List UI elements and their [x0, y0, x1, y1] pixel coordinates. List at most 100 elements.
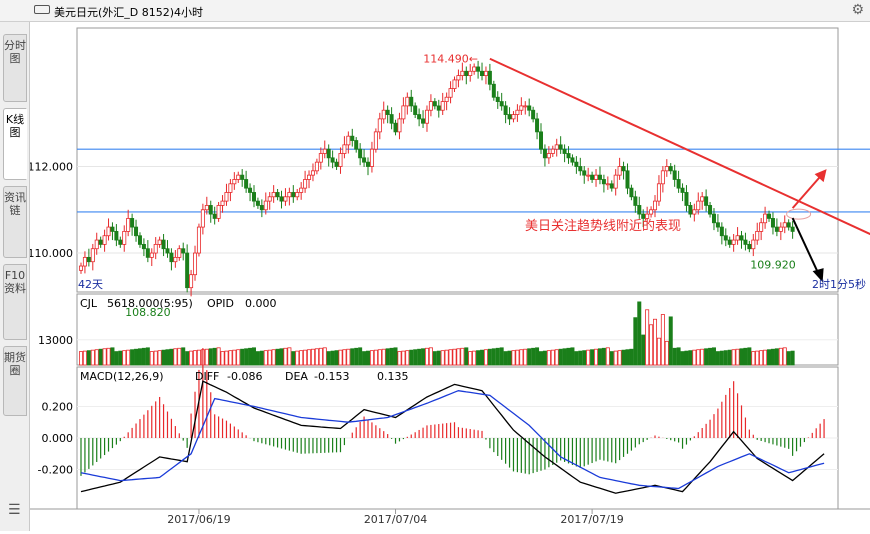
dea-line — [80, 390, 825, 490]
volume-bar — [660, 314, 665, 366]
volume-bar — [279, 348, 284, 366]
candle — [228, 183, 233, 193]
volume-bar — [417, 348, 422, 366]
hamburger-icon[interactable]: ☰ — [8, 502, 21, 518]
volume-bar — [535, 347, 540, 366]
candle — [767, 213, 772, 219]
candle — [656, 183, 661, 202]
candle — [126, 218, 131, 232]
candle — [232, 179, 237, 185]
candle — [723, 235, 728, 241]
candle — [189, 274, 194, 289]
candle — [106, 226, 111, 237]
candle — [204, 205, 209, 211]
candle — [358, 148, 363, 159]
candle — [263, 200, 268, 211]
candle — [342, 144, 347, 154]
volume-bar — [196, 349, 201, 366]
candle — [586, 174, 591, 177]
volume-bar — [436, 350, 441, 366]
candle — [350, 135, 355, 141]
candle — [546, 153, 551, 159]
volume-bar — [204, 348, 209, 366]
volume-bar — [480, 349, 485, 366]
tab-intraday[interactable]: 分时图 — [3, 34, 27, 102]
candle — [507, 114, 512, 120]
candle — [385, 109, 390, 115]
candle — [684, 192, 689, 206]
trend-line — [489, 57, 870, 236]
macd-tick-label: 0.200 — [42, 400, 74, 413]
note-text: 美日关注趋势线附近的表现 — [525, 218, 681, 234]
high-price-label: 114.490← — [423, 53, 478, 66]
candle — [653, 200, 658, 211]
candle — [786, 222, 791, 228]
volume-bar — [755, 350, 760, 366]
volume-bar — [295, 350, 300, 366]
volume-bar — [86, 350, 91, 366]
candle — [696, 200, 701, 211]
volume-bar — [165, 349, 170, 366]
gear-icon[interactable]: ⚙ — [851, 2, 864, 18]
candle — [338, 153, 343, 167]
volume-bar — [369, 350, 374, 366]
volume-bar — [106, 347, 111, 366]
volume-bar — [562, 348, 567, 366]
candle — [715, 222, 720, 228]
volume-bar — [421, 348, 426, 366]
volume-bar — [590, 349, 595, 366]
candle — [645, 213, 650, 219]
candle — [130, 218, 135, 228]
volume-bar — [633, 317, 638, 366]
tab-label: F10资料 — [4, 269, 26, 295]
volume-bar — [291, 351, 296, 366]
tab-f10[interactable]: F10资料 — [3, 264, 27, 340]
tab-futures[interactable]: 期货圈 — [3, 346, 27, 416]
candle — [397, 118, 402, 133]
volume-bar — [613, 350, 618, 366]
candle — [597, 174, 602, 180]
title-bar: 美元日元(外汇_D 8152)4小时 ⚙ — [0, 0, 870, 22]
down-arrow-head — [812, 268, 824, 283]
volume-bar — [460, 347, 465, 366]
volume-bar — [110, 347, 115, 366]
volume-bar — [688, 350, 693, 366]
volume-bar — [499, 347, 504, 366]
volume-bar — [326, 351, 331, 366]
volume-bar — [141, 347, 146, 366]
volume-bar — [240, 348, 245, 366]
tab-kline[interactable]: K线图 — [3, 108, 27, 180]
volume-bar — [767, 349, 772, 366]
volume-bar — [393, 347, 398, 366]
volume-bar — [704, 348, 709, 366]
opid-label: OPID — [207, 297, 234, 310]
candle — [476, 66, 481, 72]
volume-bar — [653, 318, 658, 366]
candle — [432, 101, 437, 107]
candle — [460, 70, 465, 77]
volume-bar — [472, 350, 477, 366]
candle — [118, 239, 123, 245]
candle — [283, 196, 288, 202]
volume-bar — [601, 347, 606, 366]
link-icon[interactable] — [34, 5, 50, 14]
candle — [570, 157, 575, 163]
volume-bar — [649, 324, 654, 366]
volume-bar — [487, 348, 492, 366]
candle — [531, 109, 536, 120]
volume-bar — [759, 350, 764, 366]
volume-bar — [98, 348, 103, 366]
candle — [299, 187, 304, 193]
candle — [456, 75, 461, 81]
volume-bar — [515, 349, 520, 366]
up-arrow-head — [814, 169, 827, 183]
candle — [782, 222, 787, 228]
candle — [271, 192, 276, 198]
tab-news[interactable]: 资讯链 — [3, 186, 27, 258]
volume-bar — [664, 340, 669, 366]
candle — [287, 192, 292, 198]
candle — [149, 252, 154, 258]
candle — [369, 148, 374, 167]
candle — [244, 179, 249, 189]
volume-bar — [739, 348, 744, 366]
